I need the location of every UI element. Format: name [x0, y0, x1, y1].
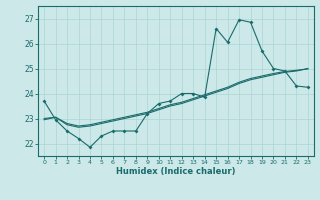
X-axis label: Humidex (Indice chaleur): Humidex (Indice chaleur)	[116, 167, 236, 176]
